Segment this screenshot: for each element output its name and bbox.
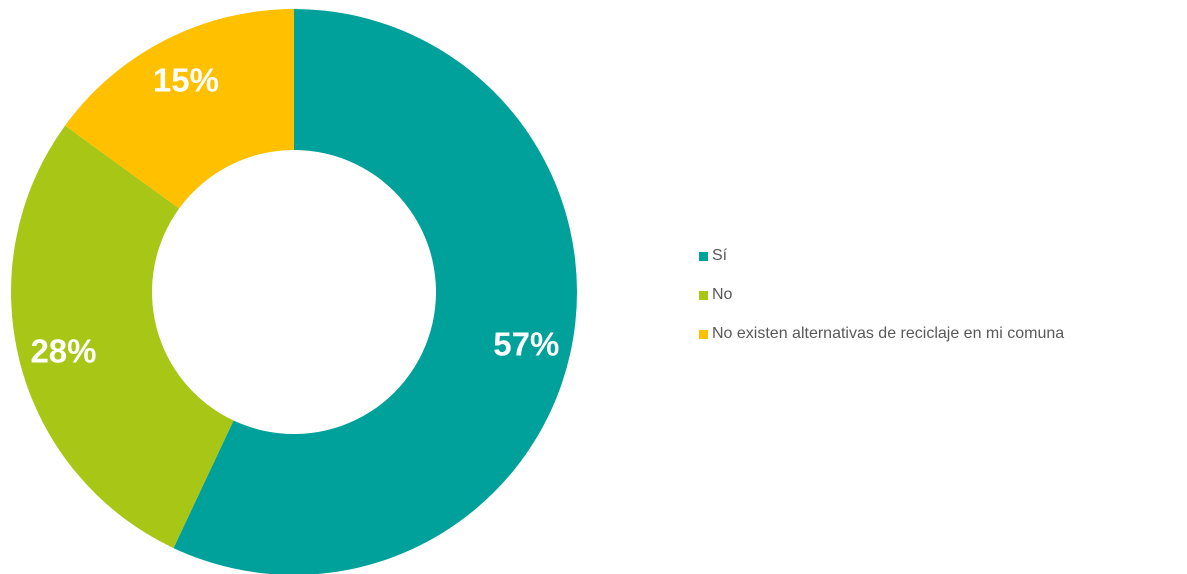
legend-label-no-alternativas: No existen alternativas de reciclaje en … [712,325,1065,342]
slice-label-si: 57% [493,325,559,362]
chart-legend: Sí No No existen alternativas de recicla… [699,246,1064,363]
legend-label-si: Sí [712,247,728,264]
slice-no [10,125,234,549]
slice-label-no-alternativas: 15% [153,61,219,98]
legend-label-no: No [712,286,733,303]
legend-swatch-no [699,290,708,300]
slice-si [173,9,577,574]
legend-item-si: Sí [699,246,1064,266]
donut-slices [10,9,577,574]
slice-no-alternativas [65,9,294,209]
legend-item-no: No [699,285,1064,305]
legend-swatch-no-alternativas [699,329,708,339]
legend-swatch-si [699,251,708,261]
legend-item-no-alternativas: No existen alternativas de reciclaje en … [699,324,1064,344]
slice-label-no: 28% [30,333,96,370]
donut-labels: 57% 28% 15% [30,61,559,369]
